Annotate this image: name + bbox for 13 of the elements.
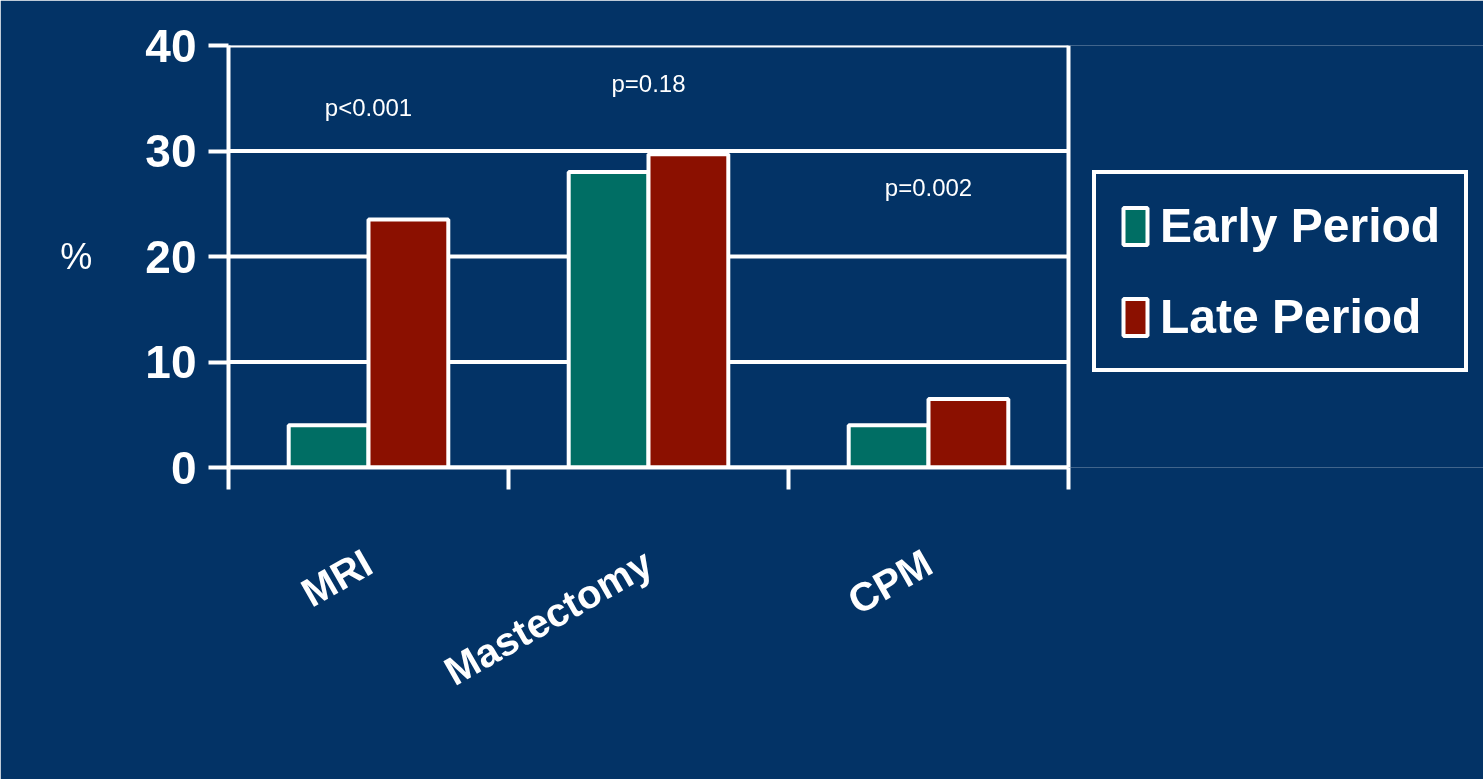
- y-tick-label: 30: [145, 125, 197, 177]
- y-tick-label: 20: [145, 230, 197, 283]
- y-axis-title: %: [60, 236, 93, 277]
- y-tick-label: 10: [145, 336, 197, 388]
- annotation: p<0.001: [324, 94, 413, 121]
- x-tick-label: MRI: [293, 540, 380, 616]
- annotation: p=0.002: [884, 174, 973, 201]
- legend-label: Early Period: [1160, 198, 1441, 253]
- legend-label: Late Period: [1160, 289, 1422, 344]
- annotation: p=0.18: [611, 70, 686, 97]
- y-tick-label: 40: [145, 19, 197, 72]
- y-tick-label: 0: [170, 441, 197, 494]
- x-tick-label: CPM: [840, 540, 940, 623]
